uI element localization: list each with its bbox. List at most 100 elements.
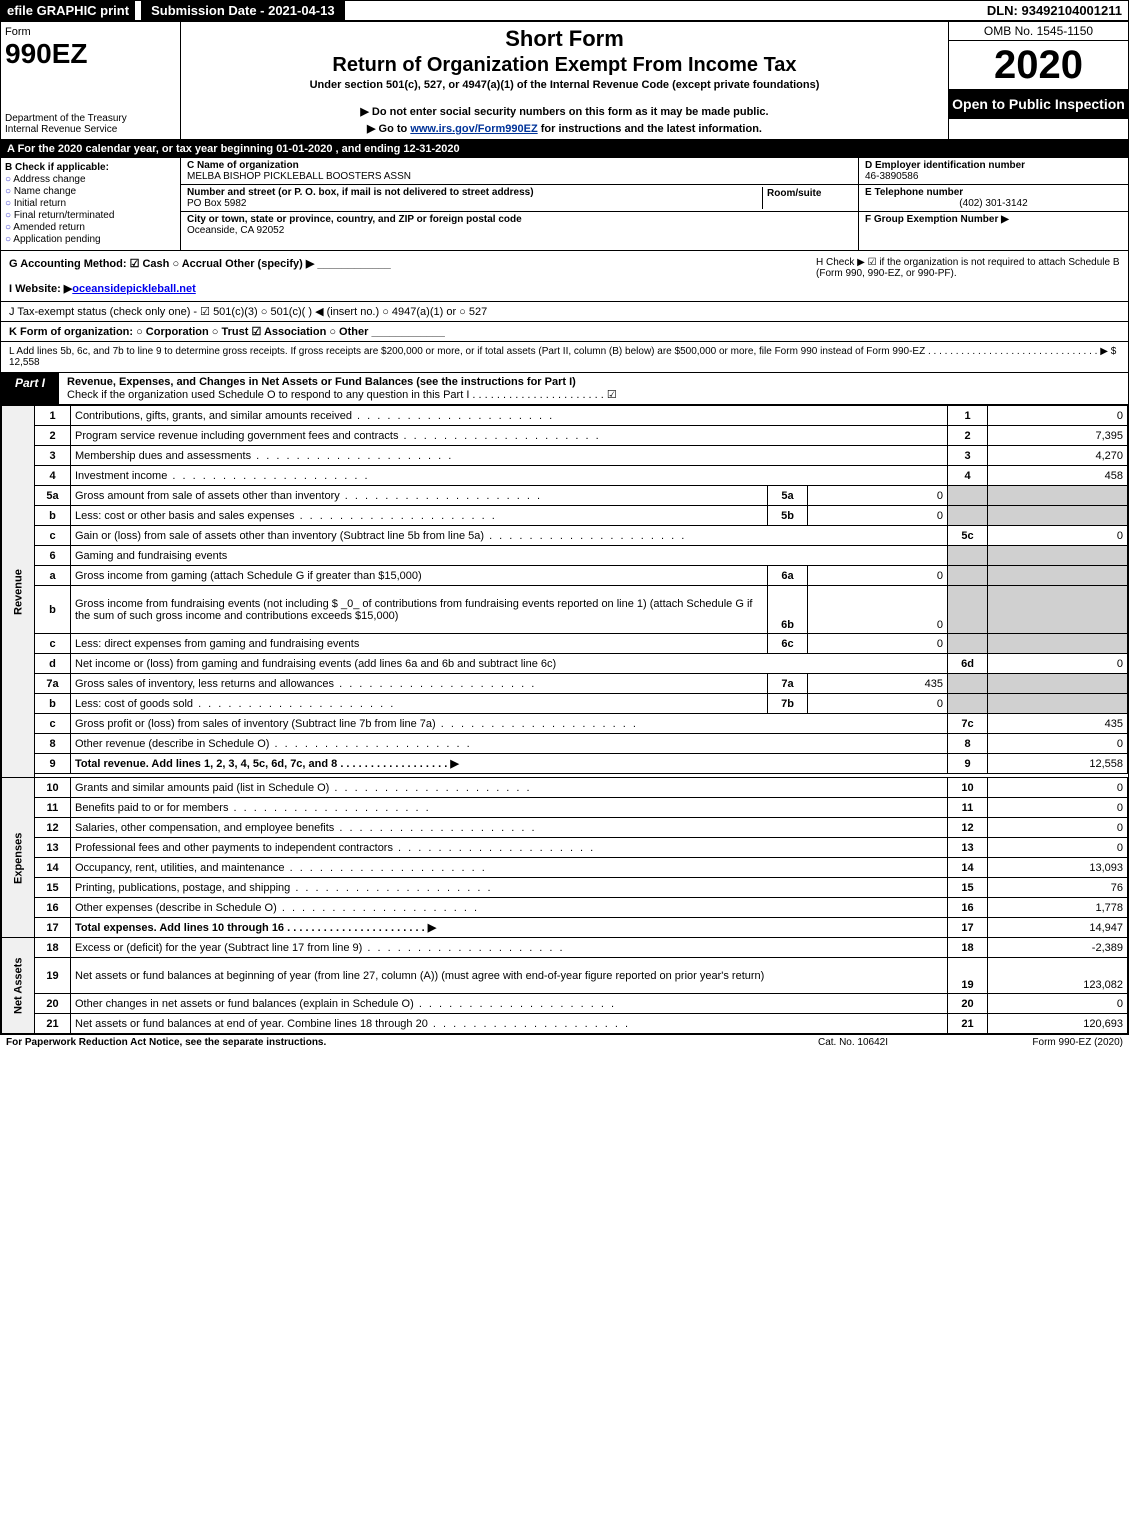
top-bar: efile GRAPHIC print Submission Date - 20…	[1, 1, 1128, 22]
l17-num: 17	[35, 918, 71, 938]
l19-res: 19	[948, 958, 988, 994]
l13-desc: Professional fees and other payments to …	[75, 842, 595, 854]
row-f-group: F Group Exemption Number ▶	[859, 212, 1128, 227]
h-schedule-b: H Check ▶ ☑ if the organization is not r…	[808, 251, 1128, 301]
l13-num: 13	[35, 838, 71, 858]
l7a-desc: Gross sales of inventory, less returns a…	[75, 678, 536, 690]
l7b-val-shade	[988, 694, 1128, 714]
l7a-sub: 7a	[768, 674, 808, 694]
line-15: 15 Printing, publications, postage, and …	[2, 878, 1128, 898]
l6b-val-shade	[988, 586, 1128, 634]
line-6a: a Gross income from gaming (attach Sched…	[2, 566, 1128, 586]
line-3: 3 Membership dues and assessments 3 4,27…	[2, 446, 1128, 466]
phone-value: (402) 301-3142	[865, 198, 1122, 209]
l5a-subval: 0	[808, 486, 948, 506]
line-2: 2 Program service revenue including gove…	[2, 426, 1128, 446]
l10-num: 10	[35, 778, 71, 798]
l1-num: 1	[35, 406, 71, 426]
l3-num: 3	[35, 446, 71, 466]
part1-title-text: Revenue, Expenses, and Changes in Net As…	[67, 376, 576, 388]
chk-final-return[interactable]: Final return/terminated	[5, 210, 176, 221]
l5b-subval: 0	[808, 506, 948, 526]
l9-desc: Total revenue. Add lines 1, 2, 3, 4, 5c,…	[71, 754, 948, 774]
l5c-num: c	[35, 526, 71, 546]
l14-res: 14	[948, 858, 988, 878]
chk-application-pending[interactable]: Application pending	[5, 234, 176, 245]
side-netassets: Net Assets	[2, 938, 35, 1034]
row-d-ein: D Employer identification number 46-3890…	[859, 158, 1128, 185]
goto-post: for instructions and the latest informat…	[538, 123, 762, 135]
header-center: Short Form Return of Organization Exempt…	[181, 22, 948, 139]
chk-name-change[interactable]: Name change	[5, 186, 176, 197]
line-6: 6 Gaming and fundraising events	[2, 546, 1128, 566]
l20-val: 0	[988, 994, 1128, 1014]
l14-val: 13,093	[988, 858, 1128, 878]
l6-num: 6	[35, 546, 71, 566]
side-expenses: Expenses	[2, 778, 35, 938]
l6-val-shade	[988, 546, 1128, 566]
l7c-desc: Gross profit or (loss) from sales of inv…	[75, 718, 638, 730]
line-7b: b Less: cost of goods sold 7b 0	[2, 694, 1128, 714]
part1-table: Revenue 1 Contributions, gifts, grants, …	[1, 405, 1128, 1034]
l17-res: 17	[948, 918, 988, 938]
chk-initial-return[interactable]: Initial return	[5, 198, 176, 209]
l21-num: 21	[35, 1014, 71, 1034]
i-pre: I Website: ▶	[9, 283, 72, 295]
l21-desc: Net assets or fund balances at end of ye…	[75, 1018, 630, 1030]
l5c-res: 5c	[948, 526, 988, 546]
website-link[interactable]: oceansidepickleball.net	[72, 283, 196, 295]
l7a-num: 7a	[35, 674, 71, 694]
line-1: Revenue 1 Contributions, gifts, grants, …	[2, 406, 1128, 426]
l10-desc: Grants and similar amounts paid (list in…	[75, 782, 532, 794]
org-city: Oceanside, CA 92052	[187, 225, 852, 236]
l6c-val-shade	[988, 634, 1128, 654]
side-revenue: Revenue	[2, 406, 35, 778]
col-def: D Employer identification number 46-3890…	[858, 158, 1128, 250]
line-4: 4 Investment income 4 458	[2, 466, 1128, 486]
i-website: I Website: ▶oceansidepickleball.net	[9, 282, 800, 295]
l6c-res-shade	[948, 634, 988, 654]
l19-val: 123,082	[988, 958, 1128, 994]
l16-num: 16	[35, 898, 71, 918]
title-return: Return of Organization Exempt From Incom…	[189, 54, 940, 77]
room-label: Room/suite	[767, 188, 821, 199]
l15-desc: Printing, publications, postage, and shi…	[75, 882, 493, 894]
header-left: Form 990EZ Department of the Treasury In…	[1, 22, 181, 139]
form-number: 990EZ	[5, 38, 176, 70]
org-name: MELBA BISHOP PICKLEBALL BOOSTERS ASSN	[187, 171, 852, 182]
open-public-box: Open to Public Inspection	[949, 89, 1128, 119]
l6a-res-shade	[948, 566, 988, 586]
row-j-taxexempt: J Tax-exempt status (check only one) - ☑…	[1, 302, 1128, 322]
l1-val: 0	[988, 406, 1128, 426]
l7c-num: c	[35, 714, 71, 734]
ein-value: 46-3890586	[865, 171, 1122, 182]
line-20: 20 Other changes in net assets or fund b…	[2, 994, 1128, 1014]
city-label: City or town, state or province, country…	[187, 214, 852, 225]
chk-address-change[interactable]: Address change	[5, 174, 176, 185]
tax-year: 2020	[949, 41, 1128, 89]
l6c-num: c	[35, 634, 71, 654]
l18-val: -2,389	[988, 938, 1128, 958]
l8-num: 8	[35, 734, 71, 754]
l17-desc: Total expenses. Add lines 10 through 16 …	[71, 918, 948, 938]
org-address: PO Box 5982	[187, 198, 762, 209]
irs-link[interactable]: www.irs.gov/Form990EZ	[410, 123, 537, 135]
l6a-desc: Gross income from gaming (attach Schedul…	[71, 566, 768, 586]
l9-val: 12,558	[988, 754, 1128, 774]
l14-desc: Occupancy, rent, utilities, and maintena…	[75, 862, 487, 874]
l7a-val-shade	[988, 674, 1128, 694]
l18-num: 18	[35, 938, 71, 958]
page-footer: For Paperwork Reduction Act Notice, see …	[0, 1035, 1129, 1050]
l1-desc: Contributions, gifts, grants, and simila…	[75, 410, 554, 422]
l5a-num: 5a	[35, 486, 71, 506]
block-b-c-def: B Check if applicable: Address change Na…	[1, 158, 1128, 251]
efile-label[interactable]: efile GRAPHIC print	[1, 1, 135, 20]
addr-label: Number and street (or P. O. box, if mail…	[187, 187, 762, 198]
l6d-desc: Net income or (loss) from gaming and fun…	[71, 654, 948, 674]
chk-amended-return[interactable]: Amended return	[5, 222, 176, 233]
l18-desc: Excess or (deficit) for the year (Subtra…	[75, 942, 565, 954]
line-5a: 5a Gross amount from sale of assets othe…	[2, 486, 1128, 506]
l14-num: 14	[35, 858, 71, 878]
l6-desc: Gaming and fundraising events	[71, 546, 948, 566]
l6b-sub: 6b	[768, 586, 808, 634]
